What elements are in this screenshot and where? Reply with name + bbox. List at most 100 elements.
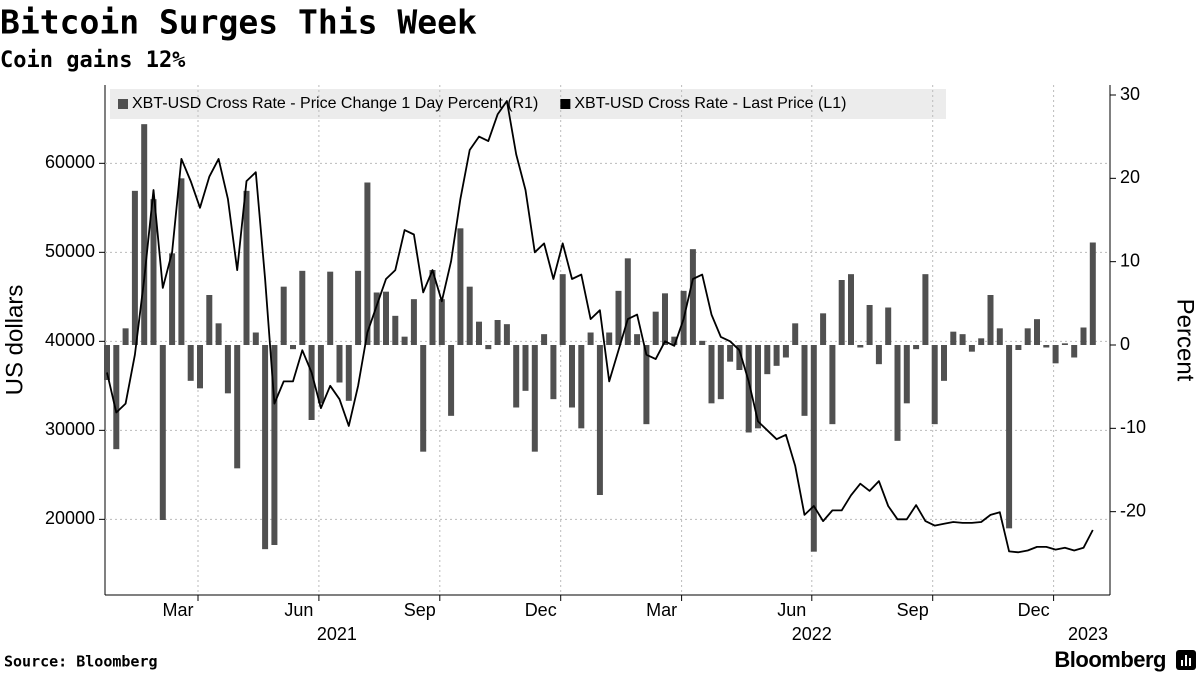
bar [782, 345, 789, 358]
bar [290, 345, 296, 350]
bar [1089, 242, 1096, 345]
bar [169, 253, 176, 345]
bar [689, 249, 696, 345]
bar [150, 199, 157, 345]
bar [122, 328, 129, 345]
bar [262, 345, 269, 550]
bar [401, 336, 408, 345]
bar [736, 345, 743, 370]
bar [848, 274, 854, 345]
bar [1015, 345, 1022, 350]
bar [587, 332, 594, 345]
y-tick-label: 30000 [45, 419, 95, 439]
source: Source: Bloomberg [4, 653, 158, 671]
bar [717, 345, 724, 400]
bar [206, 295, 213, 345]
bar [345, 345, 352, 401]
bar [280, 286, 287, 345]
bar [996, 328, 1003, 345]
bar [950, 331, 957, 345]
bar [745, 345, 752, 433]
bar [252, 332, 259, 345]
bar [327, 271, 334, 345]
bar [392, 315, 399, 345]
bar [671, 336, 678, 345]
bar [875, 345, 882, 365]
bar [429, 270, 436, 345]
bar [364, 182, 371, 345]
bar [615, 290, 622, 345]
bar [1061, 343, 1068, 345]
bar [764, 345, 771, 375]
bar [485, 345, 492, 350]
bar [643, 345, 650, 425]
x-year-label: 2023 [1068, 624, 1108, 644]
bar [457, 228, 464, 345]
y2-tick-label: -10 [1120, 417, 1146, 437]
brand-icon [1176, 650, 1196, 670]
x-year-label: 2022 [792, 624, 832, 644]
bar [448, 345, 455, 416]
bar [959, 334, 966, 345]
bar [885, 307, 892, 345]
x-tick-label: Dec [525, 600, 557, 620]
bar [215, 323, 222, 345]
legend-label: XBT-USD Cross Rate - Price Change 1 Day … [132, 95, 538, 112]
bar [420, 345, 427, 452]
chart-subtitle: Coin gains 12% [0, 48, 186, 73]
bar [531, 345, 538, 452]
x-tick-label: Mar [646, 600, 677, 620]
bar [829, 345, 836, 425]
bar [494, 320, 501, 345]
bar [978, 338, 985, 345]
y-tick-label: 20000 [45, 508, 95, 528]
bar [410, 299, 417, 345]
y-axis-label: US dollars [1, 285, 28, 396]
bar [810, 345, 817, 552]
bar [550, 345, 557, 400]
bar [234, 345, 241, 469]
brand: Bloomberg [1054, 647, 1166, 672]
bar [178, 178, 185, 345]
bar [559, 274, 566, 345]
legend-box [110, 89, 946, 119]
bar [699, 340, 706, 345]
y2-tick-label: 20 [1120, 167, 1140, 187]
chart-title: Bitcoin Surges This Week [0, 3, 477, 42]
bar [606, 332, 613, 345]
bar [1080, 327, 1087, 345]
x-year-label: 2021 [317, 624, 357, 644]
bar [792, 323, 799, 345]
bar [708, 345, 715, 404]
bar [624, 258, 631, 345]
legend-swatch [560, 99, 571, 109]
bar [596, 345, 603, 495]
bar [838, 280, 845, 345]
x-tick-label: Sep [897, 600, 929, 620]
bar [522, 345, 529, 391]
x-tick-label: Jun [777, 600, 806, 620]
bar [476, 321, 482, 345]
bar [727, 345, 734, 362]
y-tick-label: 60000 [45, 152, 95, 172]
x-tick-label: Jun [284, 600, 313, 620]
bar [355, 270, 362, 345]
bar [243, 190, 250, 345]
bar [652, 311, 659, 345]
bar [866, 305, 873, 345]
bar [1071, 345, 1078, 358]
bar [894, 345, 901, 441]
bar [541, 334, 548, 345]
bar [773, 345, 780, 366]
y2-tick-label: 30 [1120, 84, 1140, 104]
bar [820, 313, 827, 345]
y2-tick-label: -20 [1120, 500, 1146, 520]
bar [941, 345, 947, 381]
bar [197, 345, 203, 389]
bar [922, 274, 929, 345]
bar [336, 345, 343, 383]
bar [159, 345, 166, 520]
bar [373, 292, 380, 345]
bar [801, 345, 808, 416]
line [106, 100, 1094, 554]
